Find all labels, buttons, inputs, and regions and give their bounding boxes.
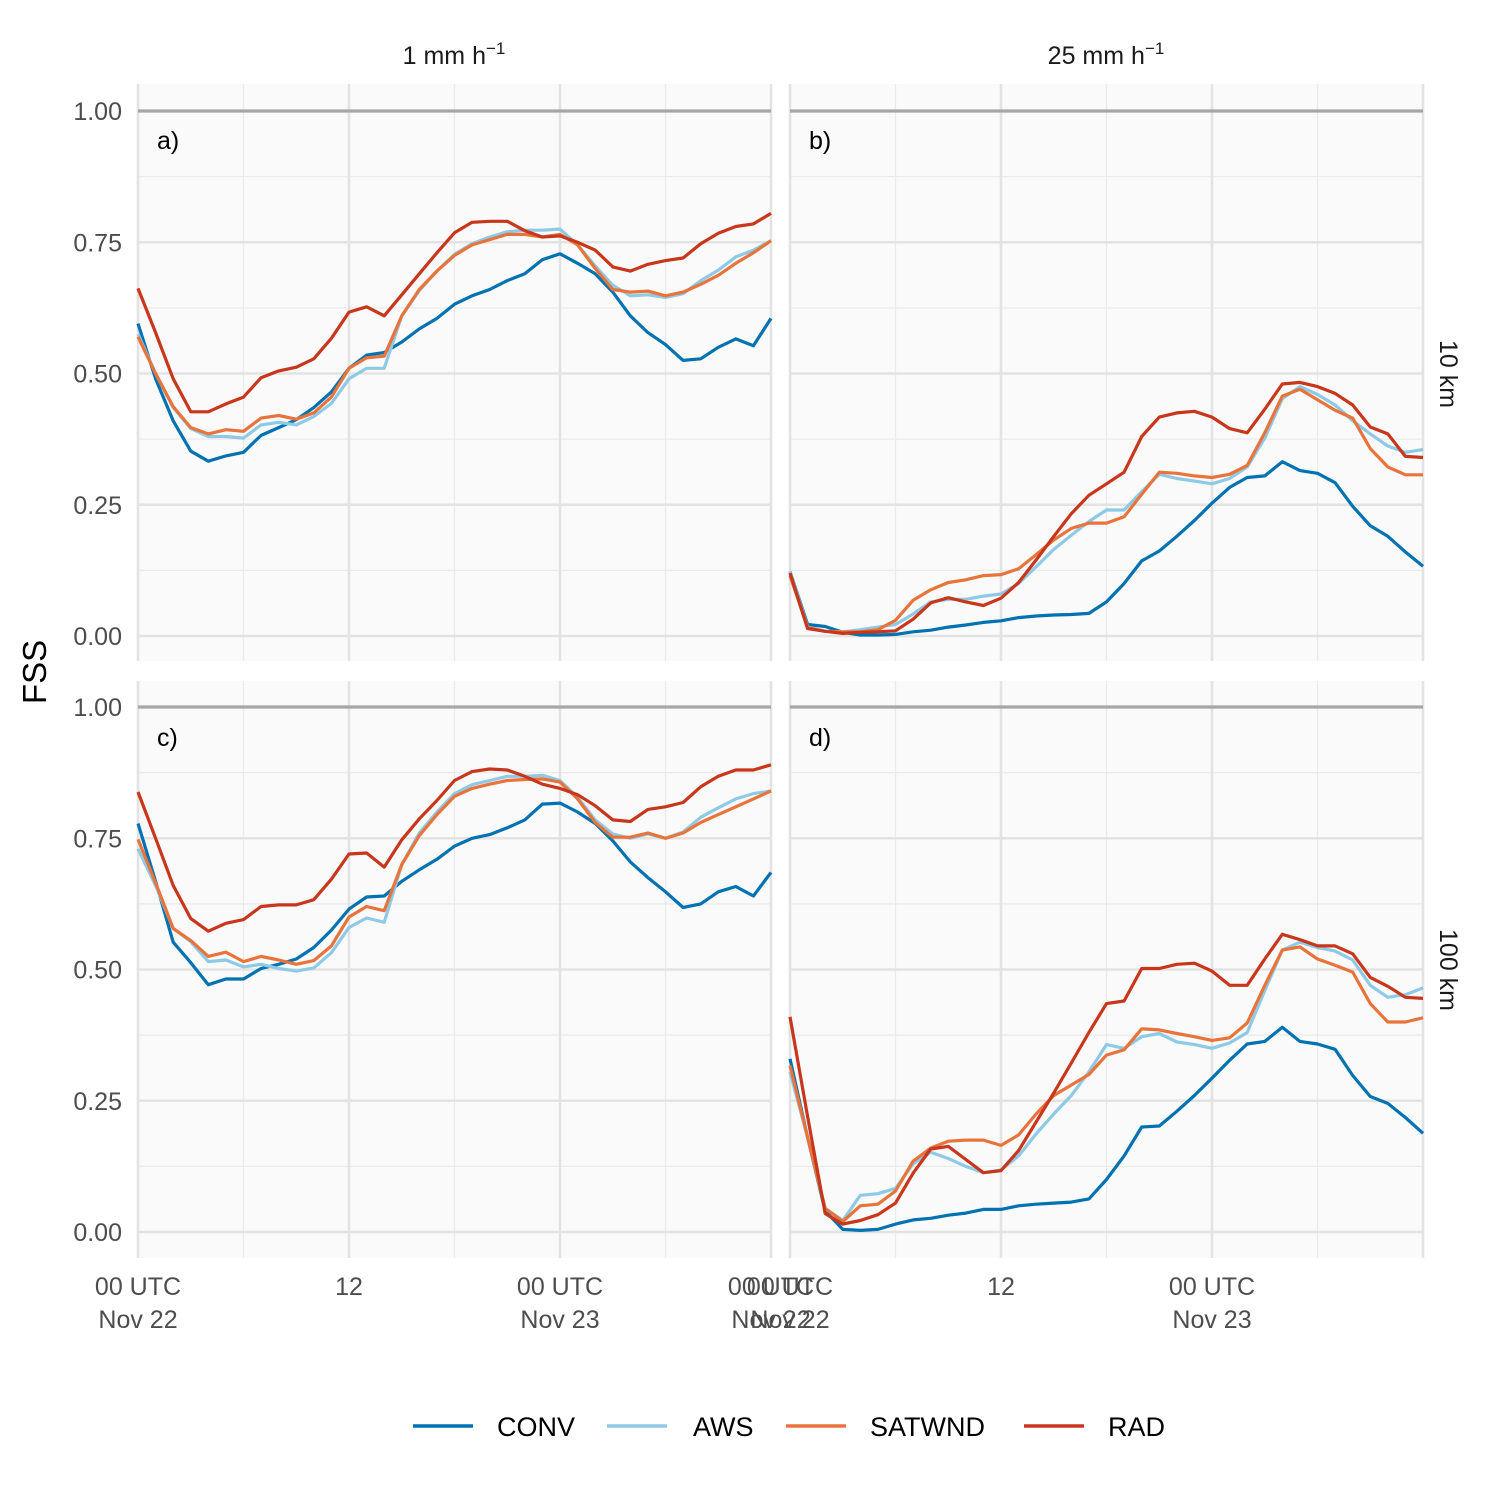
series-line-rad [788,932,1424,1226]
x-tick-label: 00 UTC [95,1273,181,1301]
x-tick-label-date: Nov 22 [98,1306,177,1334]
x-tick-label: 12 [987,1273,1015,1301]
legend-label-aws: AWS [693,1412,754,1442]
x-tick-label: 00 UTC [1169,1273,1255,1301]
y-tick-label: 0.75 [73,229,122,257]
series-line-satwnd [788,945,1424,1224]
column-title-25mm: 25 mm h−1 [1048,39,1165,70]
y-tick-label: 0.25 [73,1088,122,1116]
column-title-1mm: 1 mm h−1 [403,39,506,70]
panel-a: a) 0.00 0.25 0.50 0.75 1.00 [73,84,773,661]
row-title-100km: 100 km [1434,929,1462,1011]
series-line-rad [136,763,772,933]
y-tick-label: 0.00 [73,1219,122,1247]
legend-label-conv: CONV [497,1412,575,1442]
panel-tag: b) [809,127,831,155]
y-tick-label: 1.00 [73,694,122,722]
series-line-rad [788,380,1424,636]
series-line-satwnd [788,387,1423,634]
series-line-conv [136,801,773,987]
row-title-10km: 10 km [1434,340,1462,408]
x-axis-labels: 00 UTC Nov 22 12 00 UTC Nov 23 00 UTC Nov 22 00… [95,1273,1255,1334]
x-tick-label: 00 UTC [747,1273,833,1301]
y-axis-title: FSS [16,640,53,704]
legend: CONV AWS SATWND RAD [413,1412,1165,1442]
y-tick-label: 1.00 [73,98,122,126]
panel-b: b) [788,84,1425,661]
x-tick-label-date: Nov 23 [520,1306,599,1334]
series-line-conv [136,252,773,463]
series-line-aws [788,385,1424,634]
y-tick-label: 0.50 [73,957,122,985]
series-line-satwnd [136,777,772,966]
x-tick-label-date: Nov 22 [750,1306,829,1334]
panel-tag: d) [809,724,831,752]
legend-label-rad: RAD [1108,1412,1165,1442]
x-tick-label: 00 UTC [728,1273,814,1301]
y-tick-label: 0.25 [73,492,122,520]
panel-c: c) 0.00 0.25 0.50 0.75 1.00 [73,681,773,1258]
series-line-rad [136,212,772,414]
x-tick-label: 12 [335,1273,363,1301]
legend-label-satwnd: SATWND [870,1412,985,1442]
panel-tag: a) [157,127,179,155]
series-line-conv [788,1025,1425,1233]
y-tick-label: 0.50 [73,361,122,389]
y-tick-label: 0.75 [73,825,122,853]
x-tick-label-date: Nov 22 [731,1306,810,1334]
series-line-conv [788,460,1425,637]
x-tick-label: 00 UTC [517,1273,603,1301]
series-line-satwnd [136,232,772,436]
panels-layer: a) 0.00 0.25 0.50 0.75 1.00 b) c) 0.00 0.25 0.50 0.… [73,84,1425,1258]
x-tick-label-date: Nov 23 [1172,1306,1251,1334]
y-tick-label: 0.00 [73,623,122,651]
panel-tag: c) [157,724,178,752]
panel-d: d) [788,681,1425,1258]
